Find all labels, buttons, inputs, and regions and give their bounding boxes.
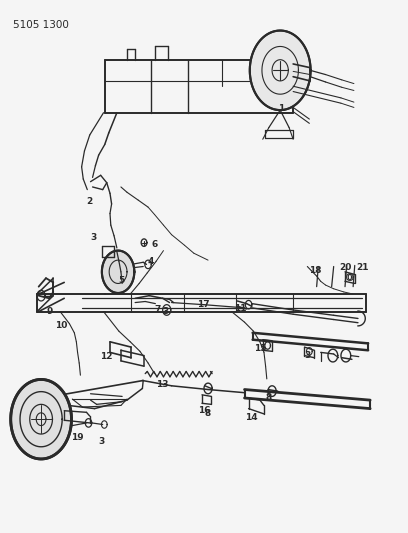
Text: 17: 17 xyxy=(197,300,209,309)
Text: 14: 14 xyxy=(246,413,258,422)
Text: 3: 3 xyxy=(91,233,97,242)
Text: 4: 4 xyxy=(147,257,154,265)
Text: 16: 16 xyxy=(198,406,210,415)
Text: 2: 2 xyxy=(86,197,93,206)
Text: 20: 20 xyxy=(339,263,351,272)
Text: 9: 9 xyxy=(47,307,53,316)
Text: 8: 8 xyxy=(204,409,211,418)
Text: 19: 19 xyxy=(71,433,84,442)
Polygon shape xyxy=(102,251,134,293)
Text: 3: 3 xyxy=(304,351,310,360)
Text: 12: 12 xyxy=(100,352,112,361)
Text: 21: 21 xyxy=(356,263,368,272)
Text: 3: 3 xyxy=(162,307,169,316)
Text: 18: 18 xyxy=(309,266,322,275)
Text: 6: 6 xyxy=(151,240,157,249)
Polygon shape xyxy=(250,30,310,110)
Text: 10: 10 xyxy=(55,321,68,330)
Text: 5105 1300: 5105 1300 xyxy=(13,20,69,30)
Text: 5: 5 xyxy=(118,276,124,285)
Text: 7: 7 xyxy=(154,305,161,314)
Text: 8: 8 xyxy=(266,393,272,402)
Text: 3: 3 xyxy=(99,437,105,446)
Text: 1: 1 xyxy=(278,104,284,113)
Text: 15: 15 xyxy=(255,344,267,353)
Text: 13: 13 xyxy=(156,379,169,389)
Polygon shape xyxy=(11,379,71,459)
Text: 11: 11 xyxy=(234,304,247,313)
